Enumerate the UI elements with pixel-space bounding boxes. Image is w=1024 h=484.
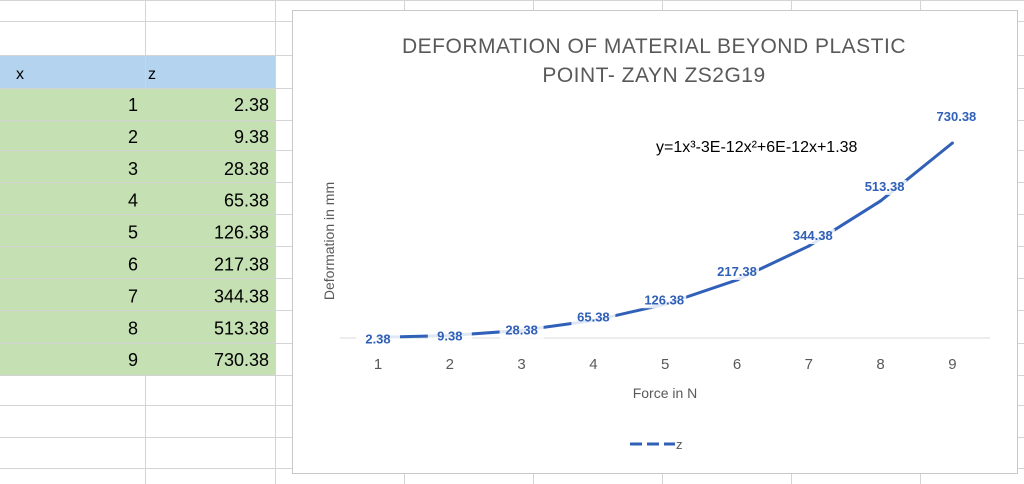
data-label: 65.38: [577, 310, 610, 325]
data-label-background: [715, 264, 759, 280]
data-label: 217.38: [717, 264, 757, 279]
data-point[interactable]: [950, 141, 954, 145]
x-tick-label: 6: [733, 356, 741, 373]
data-label-background: [790, 229, 835, 245]
trendline-equation: y=1x³-3E-12x²+6E-12x+1.38: [656, 139, 858, 156]
x-axis-title: Force in N: [633, 385, 698, 401]
x-tick-label: 1: [374, 356, 382, 373]
data-point[interactable]: [879, 199, 883, 203]
series-z[interactable]: [376, 141, 954, 339]
data-label: 9.38: [437, 328, 462, 343]
cell-z[interactable]: 730.38: [214, 350, 269, 370]
data-labels: 2.38 9.38 28.38 65.38 126.38 217.38 344.38 513.…: [356, 109, 979, 348]
data-point[interactable]: [807, 244, 811, 248]
data-label: 2.38: [365, 331, 390, 346]
cell-x[interactable]: 8: [128, 318, 138, 338]
cell-x[interactable]: 5: [128, 223, 138, 243]
cell-z[interactable]: 65.38: [224, 191, 269, 211]
x-tick-label: 9: [948, 356, 956, 373]
header-cell-z[interactable]: z: [148, 66, 156, 83]
data-label: 513.38: [865, 179, 905, 194]
cell-x[interactable]: 9: [128, 350, 138, 370]
data-label-background: [499, 323, 544, 339]
cell-z[interactable]: 217.38: [214, 255, 269, 275]
cell-z[interactable]: 9.38: [234, 127, 269, 147]
x-tick-label: 8: [876, 356, 884, 373]
chart-title-line1: DEFORMATION OF MATERIAL BEYOND PLASTIC: [402, 35, 906, 58]
legend[interactable]: z: [630, 437, 683, 452]
chart: DEFORMATION OF MATERIAL BEYOND PLASTIC P…: [321, 35, 990, 452]
header-cell-x[interactable]: x: [16, 66, 24, 83]
table-rows: 1 2.38 2 9.38 3 28.38 4 65.38 5 126.38 6 217.38 7 344…: [128, 95, 269, 370]
data-label: 730.38: [937, 109, 977, 124]
data-label-background: [862, 179, 907, 195]
data-label-background: [427, 329, 472, 345]
legend-label: z: [676, 437, 683, 452]
cell-x[interactable]: 4: [128, 191, 138, 211]
cell-z[interactable]: 513.38: [214, 318, 269, 338]
x-tick-label: 3: [517, 356, 525, 373]
data-label-background: [356, 332, 400, 348]
cell-x[interactable]: 2: [128, 127, 138, 147]
cell-z[interactable]: 2.38: [234, 95, 269, 115]
cell-z[interactable]: 344.38: [214, 286, 269, 306]
table-body-background: [0, 88, 275, 375]
x-tick-labels: 1 2 3 4 5 6 7 8 9: [374, 356, 957, 373]
cell-z[interactable]: 126.38: [214, 223, 269, 243]
x-tick-label: 5: [661, 356, 669, 373]
y-axis-title: Deformation in mm: [321, 182, 337, 300]
data-label-background: [934, 110, 979, 125]
data-label: 126.38: [644, 292, 684, 307]
x-tick-label: 2: [446, 356, 454, 373]
cell-x[interactable]: 3: [128, 159, 138, 179]
x-tick-label: 7: [805, 356, 813, 373]
data-label: 344.38: [793, 228, 833, 243]
cell-x[interactable]: 1: [128, 95, 138, 115]
table-header-background: [0, 55, 275, 88]
chart-title-line2: POINT- ZAYN ZS2G19: [542, 64, 765, 87]
chart-panel[interactable]: DEFORMATION OF MATERIAL BEYOND PLASTIC P…: [292, 10, 1018, 474]
data-label: 28.38: [505, 322, 538, 337]
x-tick-label: 4: [589, 356, 597, 373]
data-label-background: [571, 310, 616, 326]
data-label-background: [642, 293, 687, 309]
cell-x[interactable]: 6: [128, 255, 138, 275]
cell-x[interactable]: 7: [128, 286, 138, 306]
cell-z[interactable]: 28.38: [224, 159, 269, 179]
